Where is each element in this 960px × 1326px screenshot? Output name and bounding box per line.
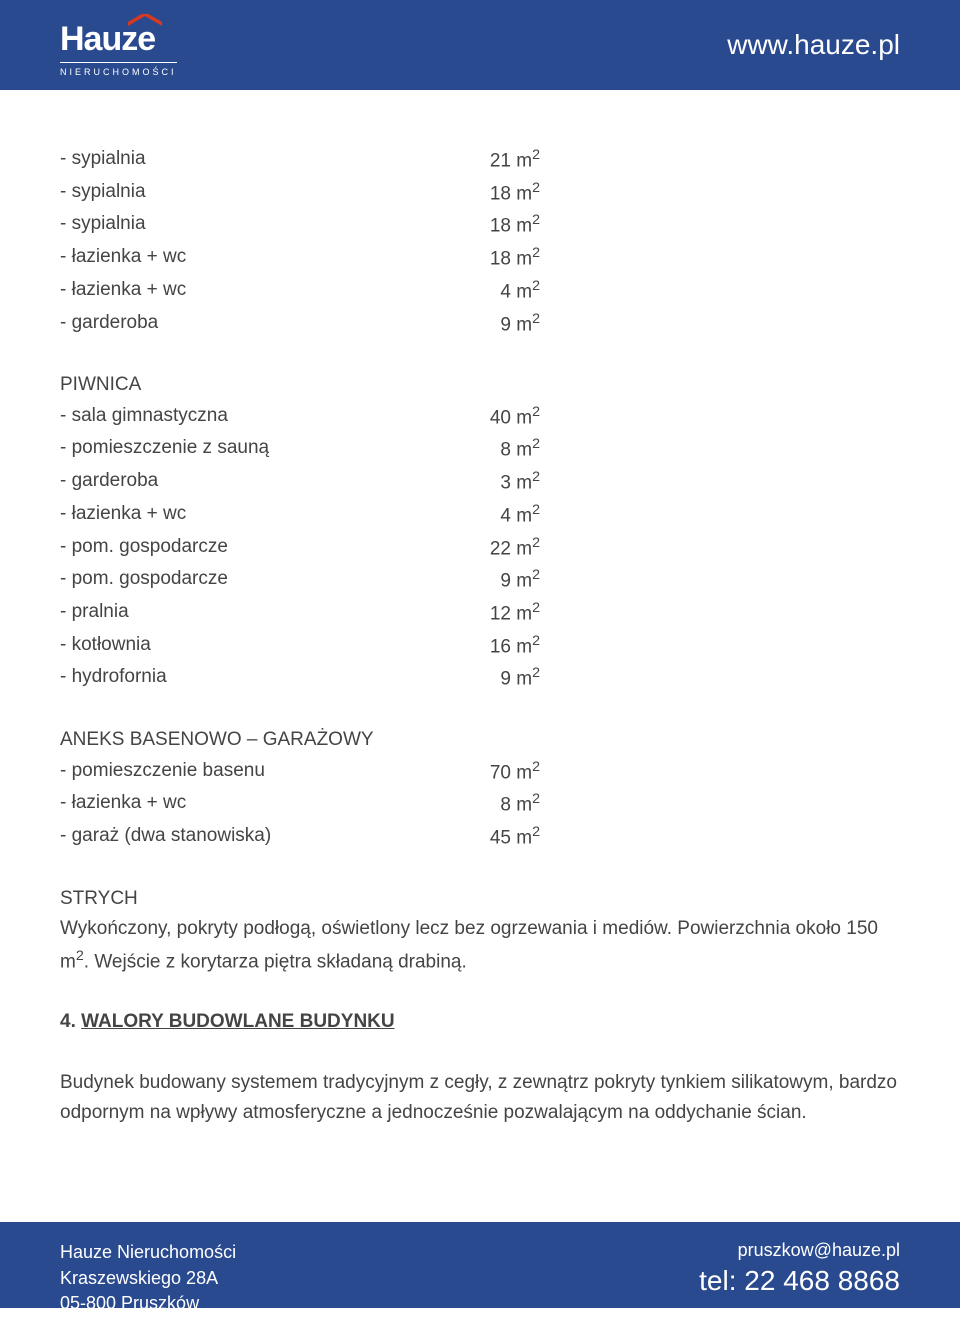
room-label: - łazienka + wc [60,499,420,532]
room-row: - łazienka + wc18 m2 [60,242,900,275]
footer-city: 05-800 Pruszków [60,1291,236,1316]
room-value: 9 m2 [420,564,540,597]
room-label: - łazienka + wc [60,242,420,275]
sup-2: 2 [532,180,540,196]
room-label: - sala gimnastyczna [60,401,420,434]
sup-2: 2 [532,633,540,649]
sup-2: 2 [532,600,540,616]
room-label: - pomieszczenie basenu [60,756,420,789]
room-row: - pom. gospodarcze22 m2 [60,532,900,565]
room-label: - pomieszczenie z sauną [60,433,420,466]
room-value: 18 m2 [420,177,540,210]
room-row: - sypialnia21 m2 [60,144,900,177]
room-label: - sypialnia [60,209,420,242]
sup-2: 2 [532,404,540,420]
room-row: - sala gimnastyczna40 m2 [60,401,900,434]
sup-2: 2 [532,665,540,681]
room-label: - garderoba [60,466,420,499]
room-label: - kotłownia [60,630,420,663]
logo: Hauze NIERUCHOMOŚCI [60,14,177,77]
section-4-paragraph: Budynek budowany systemem tradycyjnym z … [60,1068,900,1129]
room-row: - pomieszczenie basenu70 m2 [60,756,900,789]
footer-company-name: Hauze Nieruchomości [60,1240,236,1265]
heading4-num: 4. [60,1011,81,1032]
room-label: - sypialnia [60,177,420,210]
room-label: - łazienka + wc [60,788,420,821]
room-label: - garaż (dwa stanowiska) [60,821,420,854]
room-value: 8 m2 [420,788,540,821]
room-row: - łazienka + wc4 m2 [60,499,900,532]
logo-subtitle: NIERUCHOMOŚCI [60,62,177,77]
room-row: - hydrofornia9 m2 [60,662,900,695]
room-value: 9 m2 [420,308,540,341]
strych-text-post: . Wejście z korytarza piętra składaną dr… [84,951,467,972]
sup-2: 2 [532,212,540,228]
room-value: 12 m2 [420,597,540,630]
room-row: - garderoba3 m2 [60,466,900,499]
room-value: 4 m2 [420,275,540,308]
room-label: - pom. gospodarcze [60,564,420,597]
room-value: 70 m2 [420,756,540,789]
piwnica-rooms-list: - sala gimnastyczna40 m2- pomieszczenie … [60,401,900,695]
room-value: 8 m2 [420,433,540,466]
sup-2: 2 [532,791,540,807]
aneks-rooms-list: - pomieszczenie basenu70 m2- łazienka + … [60,756,900,854]
sup-2: 2 [532,278,540,294]
footer-contact: pruszkow@hauze.pl tel: 22 468 8868 [699,1240,900,1297]
sup-2: 2 [532,469,540,485]
room-value: 18 m2 [420,209,540,242]
piwnica-title: PIWNICA [60,370,900,400]
room-label: - hydrofornia [60,662,420,695]
sup-2: 2 [532,436,540,452]
website-url: www.hauze.pl [727,29,900,61]
sup-2: 2 [532,311,540,327]
sup-2: 2 [532,759,540,775]
room-row: - łazienka + wc8 m2 [60,788,900,821]
footer-tel: tel: 22 468 8868 [699,1265,900,1297]
room-value: 4 m2 [420,499,540,532]
footer-email: pruszkow@hauze.pl [699,1240,900,1261]
room-value: 3 m2 [420,466,540,499]
room-row: - łazienka + wc4 m2 [60,275,900,308]
sup-2: 2 [532,502,540,518]
room-value: 18 m2 [420,242,540,275]
footer-address: Hauze Nieruchomości Kraszewskiego 28A 05… [60,1240,236,1316]
room-label: - łazienka + wc [60,275,420,308]
room-row: - sypialnia18 m2 [60,177,900,210]
page-content: - sypialnia21 m2- sypialnia18 m2- sypial… [0,94,960,1218]
heading4-text: WALORY BUDOWLANE BUDYNKU [81,1011,395,1032]
room-label: - pom. gospodarcze [60,532,420,565]
room-row: - pralnia12 m2 [60,597,900,630]
page-footer: Hauze Nieruchomości Kraszewskiego 28A 05… [0,1218,960,1308]
page-header: Hauze NIERUCHOMOŚCI www.hauze.pl [0,0,960,94]
sup-2: 2 [532,567,540,583]
room-value: 21 m2 [420,144,540,177]
room-label: - sypialnia [60,144,420,177]
room-row: - pomieszczenie z sauną8 m2 [60,433,900,466]
footer-street: Kraszewskiego 28A [60,1266,236,1291]
sup-2: 2 [76,948,84,964]
top-rooms-list: - sypialnia21 m2- sypialnia18 m2- sypial… [60,144,900,340]
room-value: 16 m2 [420,630,540,663]
room-value: 9 m2 [420,662,540,695]
room-value: 45 m2 [420,821,540,854]
logo-text: Hauze [60,22,155,56]
section-4-heading: 4. WALORY BUDOWLANE BUDYNKU [60,1007,900,1037]
room-row: - kotłownia16 m2 [60,630,900,663]
room-label: - garderoba [60,308,420,341]
aneks-title: ANEKS BASENOWO – GARAŻOWY [60,725,900,755]
sup-2: 2 [532,824,540,840]
sup-2: 2 [532,245,540,261]
room-row: - sypialnia18 m2 [60,209,900,242]
room-value: 22 m2 [420,532,540,565]
strych-paragraph: Wykończony, pokryty podłogą, oświetlony … [60,914,900,977]
strych-title: STRYCH [60,884,900,914]
room-value: 40 m2 [420,401,540,434]
room-row: - pom. gospodarcze9 m2 [60,564,900,597]
sup-2: 2 [532,147,540,163]
room-label: - pralnia [60,597,420,630]
sup-2: 2 [532,535,540,551]
room-row: - garaż (dwa stanowiska)45 m2 [60,821,900,854]
room-row: - garderoba9 m2 [60,308,900,341]
